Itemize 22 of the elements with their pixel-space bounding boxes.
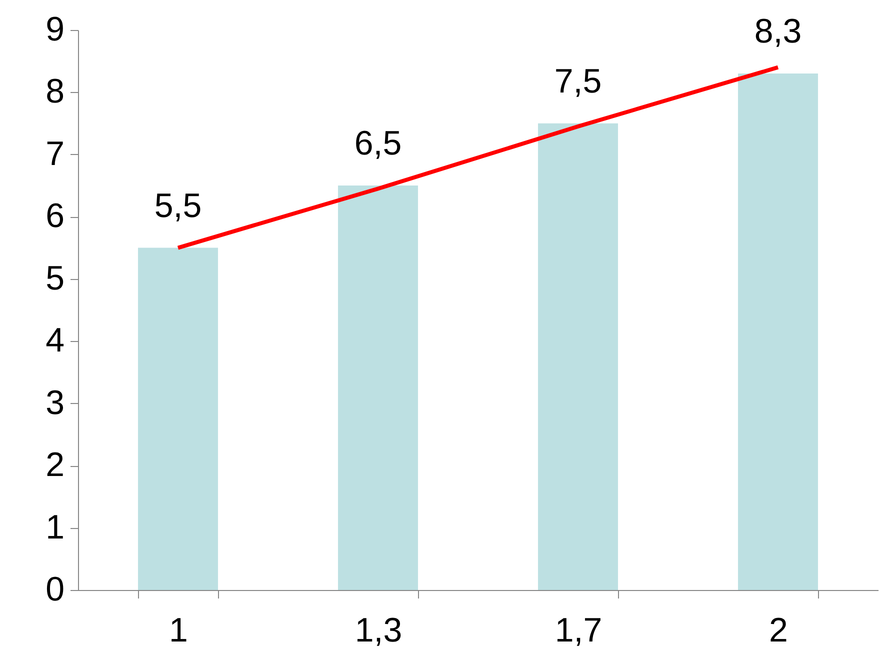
y-tick-label: 5 <box>46 259 64 298</box>
x-tick-label: 2 <box>769 612 788 650</box>
bar <box>338 186 418 590</box>
y-tick-label: 9 <box>46 10 64 48</box>
y-tick-label: 3 <box>46 384 64 422</box>
y-tick-label: 0 <box>46 570 64 608</box>
y-tick-label: 6 <box>46 197 64 236</box>
y-tick-label: 4 <box>46 322 64 360</box>
y-tick-label: 2 <box>46 446 64 484</box>
bar <box>738 74 818 590</box>
bar <box>538 123 618 590</box>
data-label: 7,5 <box>554 62 602 100</box>
y-tick-label: 7 <box>46 134 64 173</box>
x-tick-label: 1 <box>169 612 188 650</box>
x-tick-label: 1,3 <box>354 612 402 650</box>
y-tick-label: 8 <box>46 72 64 111</box>
data-label: 5,5 <box>154 186 202 225</box>
x-tick-label: 1,7 <box>554 612 602 650</box>
data-label: 8,3 <box>754 12 802 51</box>
data-label: 6,5 <box>354 124 402 163</box>
y-tick-label: 1 <box>46 508 64 546</box>
bar <box>138 248 218 590</box>
